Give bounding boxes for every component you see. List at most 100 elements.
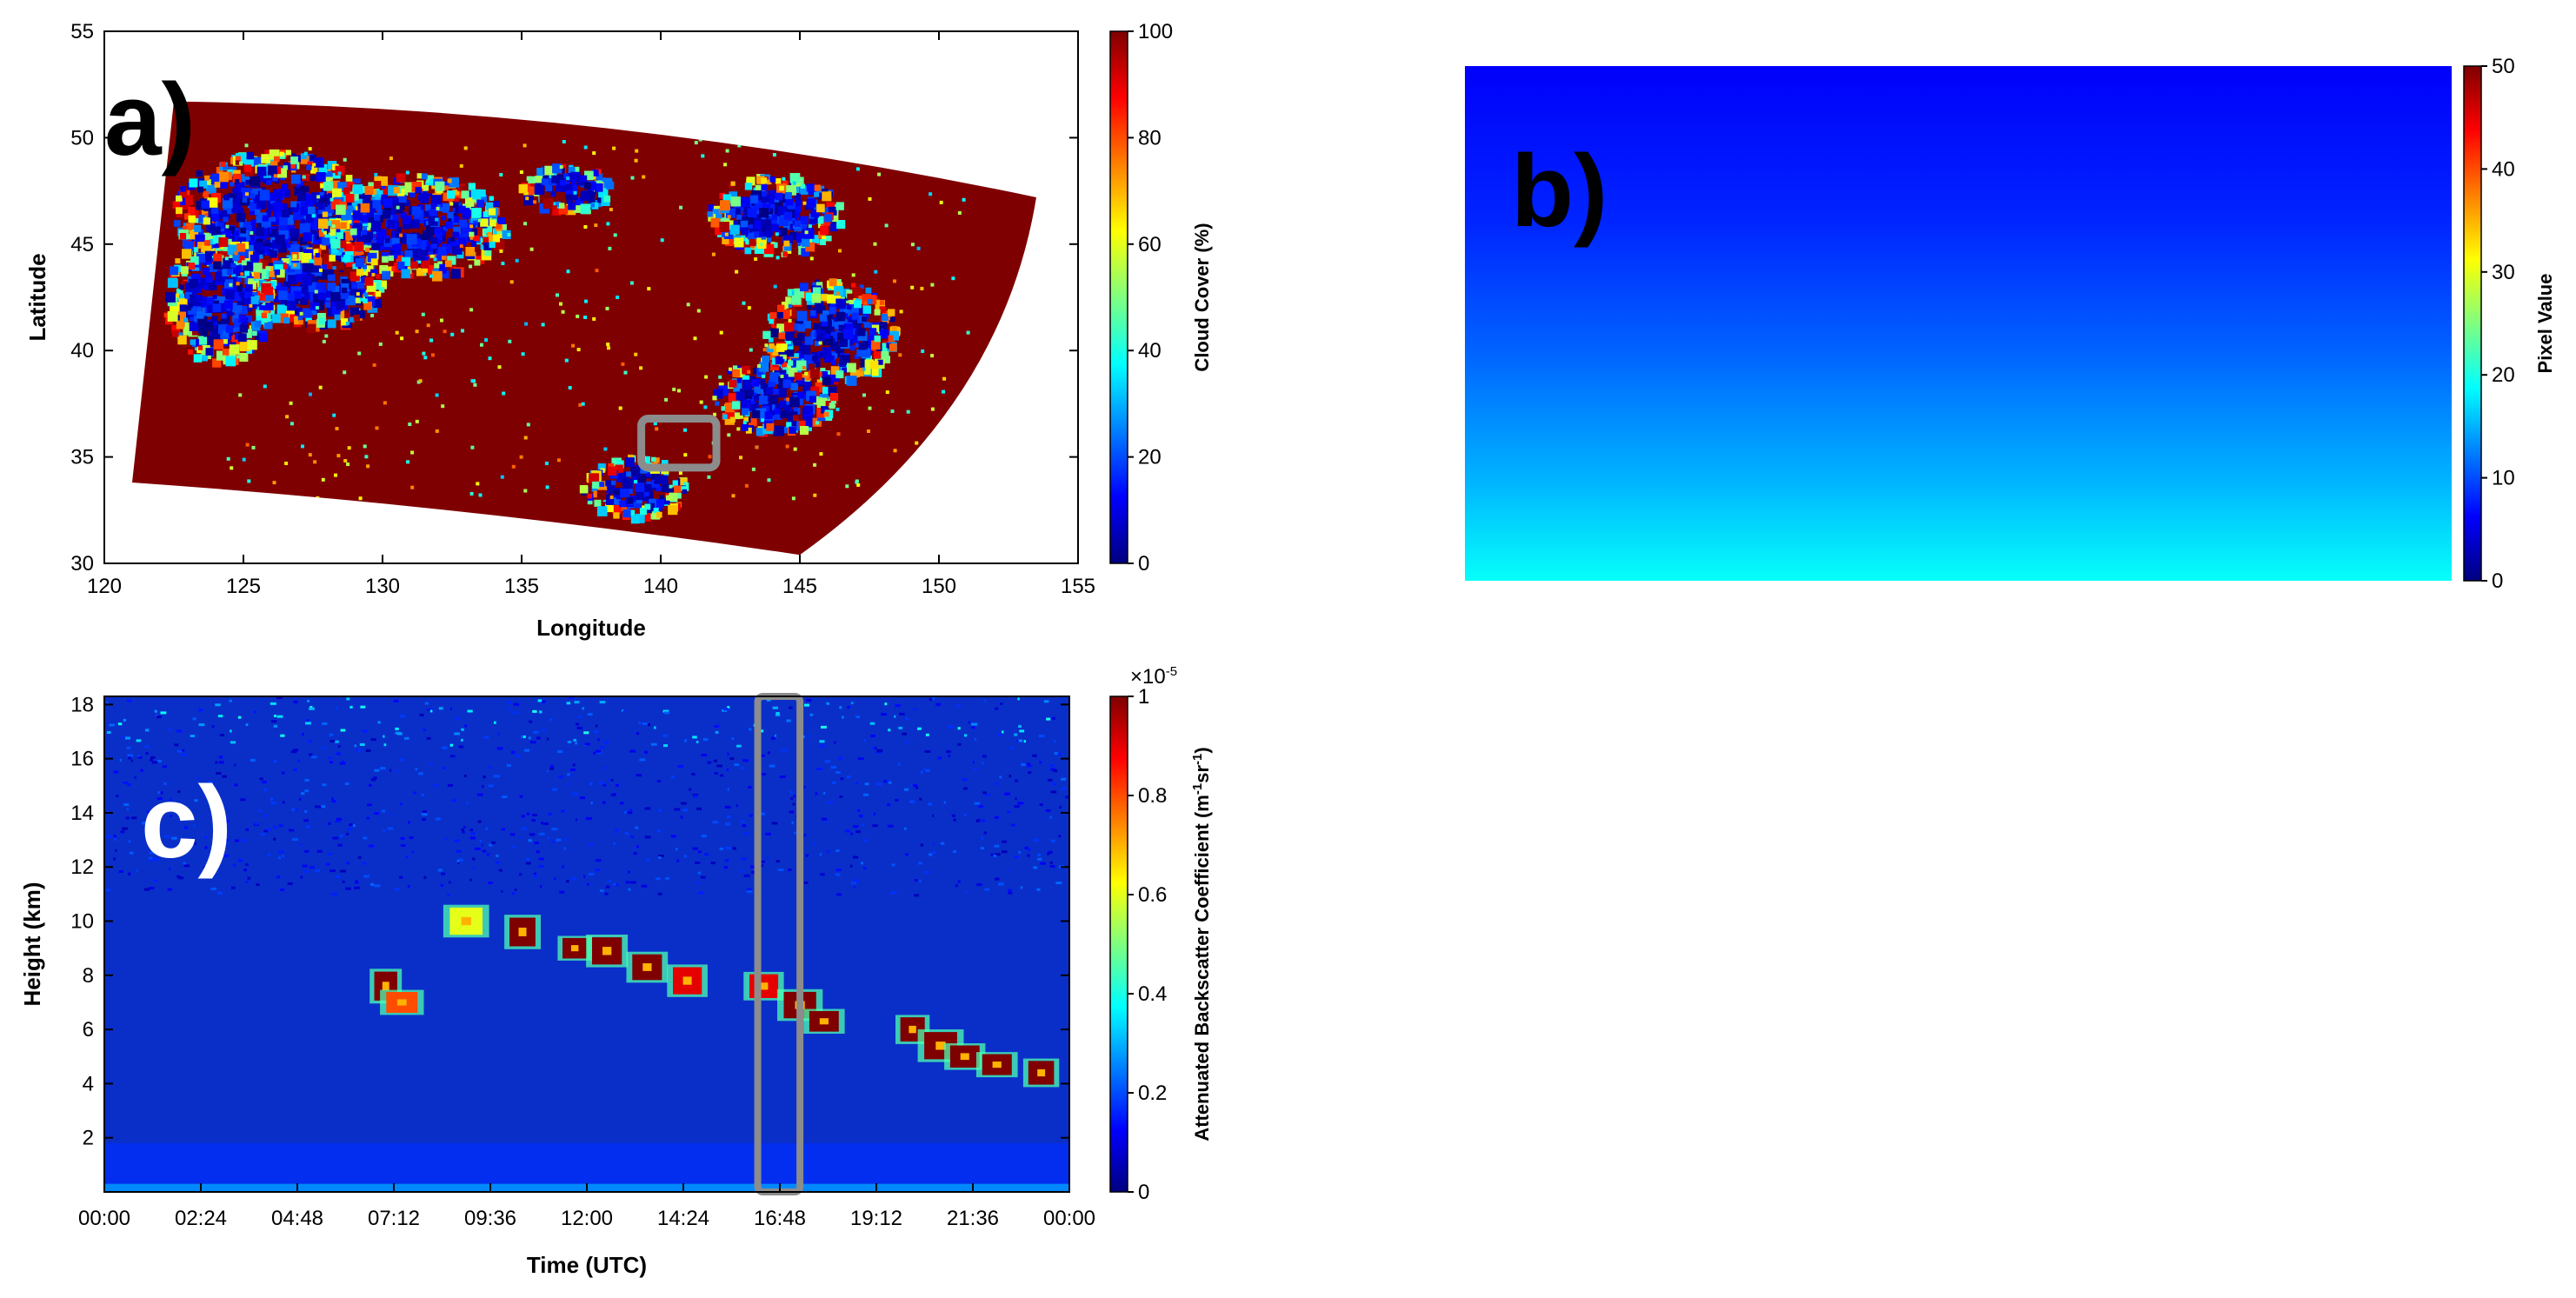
cloud-speckle	[581, 402, 585, 406]
x-tick-label: 09:36	[464, 1207, 516, 1230]
clear-patch-cell	[758, 362, 769, 372]
clear-patch-cell	[656, 485, 662, 492]
noise-cell	[981, 836, 984, 840]
noise-cell	[360, 705, 366, 709]
colorbar-tick-label: 20	[2492, 363, 2515, 387]
clear-patch-cell	[806, 296, 815, 305]
noise-cell	[599, 889, 604, 893]
clear-patch-cell	[244, 270, 250, 276]
cloud-speckle	[605, 306, 609, 310]
cloud-speckle	[374, 173, 378, 176]
noise-cell	[418, 772, 423, 775]
clear-patch-cell	[299, 223, 310, 234]
noise-cell	[904, 788, 909, 791]
noise-cell	[456, 849, 462, 853]
clear-patch-cell	[768, 190, 777, 199]
noise-cell	[482, 849, 487, 853]
noise-cell	[270, 702, 276, 705]
noise-cell	[266, 828, 271, 831]
noise-cell	[177, 876, 184, 880]
clear-patch-cell	[423, 210, 430, 217]
clear-patch-cell	[215, 271, 225, 283]
clear-patch-cell	[766, 387, 774, 395]
clear-patch-cell	[256, 238, 263, 246]
noise-cell	[400, 836, 405, 840]
noise-cell	[276, 875, 281, 879]
clear-patch-cell	[253, 156, 263, 167]
clear-patch-cell	[744, 247, 752, 255]
clear-patch-cell	[187, 303, 193, 309]
clear-patch-cell	[313, 168, 318, 173]
noise-cell	[311, 756, 317, 759]
clear-patch-cell	[343, 231, 353, 241]
noise-cell	[488, 784, 494, 788]
y-tick-label: 2	[83, 1127, 94, 1150]
clear-patch-cell	[674, 485, 682, 493]
clear-patch-cell	[327, 307, 336, 317]
clear-patch-cell	[847, 363, 856, 373]
noise-cell	[610, 778, 614, 782]
clear-patch-cell	[302, 275, 312, 286]
clear-patch-cell	[810, 209, 820, 218]
noise-cell	[194, 799, 198, 802]
noise-cell	[203, 835, 208, 839]
noise-cell	[999, 775, 1002, 779]
clear-patch-cell	[574, 205, 582, 213]
noise-cell	[337, 843, 343, 847]
clear-patch-cell	[406, 176, 417, 187]
clear-patch-cell	[230, 182, 235, 187]
noise-cell	[506, 763, 511, 767]
noise-cell	[1039, 803, 1043, 806]
colorbar-tick-label: 30	[2492, 261, 2515, 284]
noise-cell	[562, 865, 564, 869]
noise-cell	[915, 786, 919, 789]
noise-cell	[471, 857, 476, 861]
clear-patch-cell	[488, 208, 496, 216]
noise-cell	[1007, 810, 1011, 814]
noise-cell	[804, 703, 809, 707]
noise-cell	[423, 729, 426, 732]
clear-patch-cell	[213, 261, 222, 270]
noise-cell	[844, 829, 851, 833]
noise-cell	[340, 834, 343, 837]
clear-patch-cell	[363, 292, 369, 297]
noise-cell	[980, 847, 985, 850]
noise-cell	[663, 711, 670, 715]
cloud-speckle	[761, 418, 764, 423]
clear-patch-cell	[783, 398, 793, 408]
noise-cell	[770, 736, 775, 740]
noise-cell	[192, 717, 196, 721]
clear-patch-cell	[343, 255, 351, 263]
noise-cell	[725, 846, 732, 849]
clear-patch-cell	[797, 323, 806, 332]
clear-patch-cell	[419, 193, 429, 203]
clear-patch-cell	[336, 240, 347, 250]
noise-cell	[850, 882, 857, 885]
clear-patch-cell	[489, 241, 496, 249]
noise-cell	[543, 822, 549, 825]
cloud-speckle	[370, 314, 375, 317]
clear-patch-cell	[362, 210, 370, 217]
clear-patch-cell	[310, 175, 316, 182]
clear-patch-cell	[891, 325, 897, 332]
clear-patch-cell	[283, 165, 288, 170]
cloud-speckle	[473, 383, 477, 387]
cloud-speckle	[331, 224, 336, 229]
clear-patch-cell	[356, 269, 363, 276]
clear-patch-cell	[727, 369, 732, 375]
cloud-speckle	[694, 141, 698, 145]
clear-patch-cell	[296, 308, 303, 314]
clear-patch-cell	[805, 292, 815, 301]
clear-patch-cell	[663, 497, 670, 505]
clear-patch-cell	[199, 180, 208, 189]
noise-cell	[790, 797, 794, 801]
cloud-speckle	[375, 426, 379, 430]
clear-patch-cell	[736, 391, 745, 401]
clear-patch-cell	[596, 489, 607, 500]
clear-patch-cell	[392, 248, 401, 256]
clear-patch-cell	[599, 482, 605, 487]
noise-cell	[1050, 839, 1055, 842]
clear-patch-cell	[498, 217, 505, 224]
cloud-speckle	[898, 353, 902, 357]
noise-cell	[956, 704, 962, 708]
